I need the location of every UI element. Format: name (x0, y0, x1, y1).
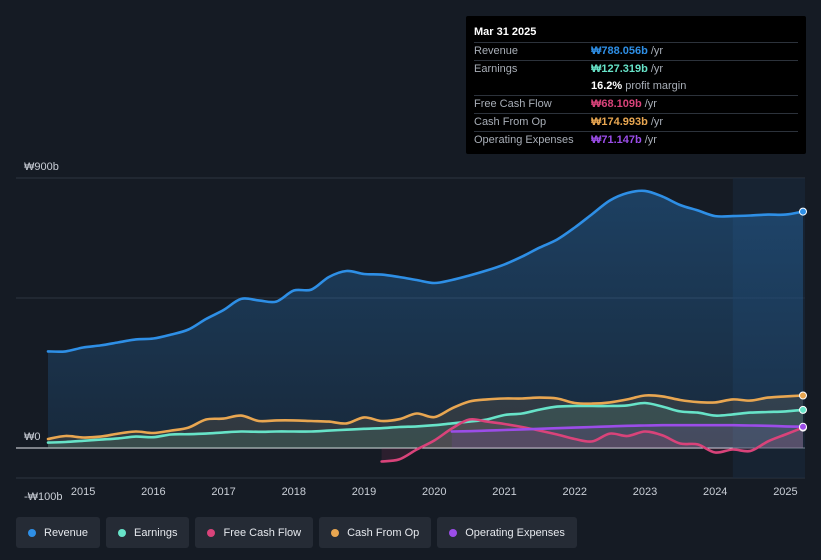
x-tick-label: 2023 (633, 486, 657, 498)
series-end-dots (799, 207, 807, 432)
tooltip-row-unit: /yr (650, 45, 664, 57)
tooltip-date: Mar 31 2025 (474, 26, 537, 38)
legend-item-operating-expenses[interactable]: Operating Expenses (437, 517, 577, 548)
tooltip-row-unit: /yr (644, 98, 657, 110)
area-revenue (48, 190, 803, 448)
line-free-cash-flow (380, 417, 805, 463)
x-tick-label: 2019 (352, 486, 376, 498)
series-lines (46, 189, 805, 463)
x-tick-label: 2016 (141, 486, 165, 498)
legend-dot-icon (331, 528, 340, 537)
legend-dot-icon (118, 528, 127, 537)
tooltip-row-label: Earnings (474, 63, 518, 75)
x-tick-label: 2020 (422, 486, 446, 498)
x-axis: 2015 2016 2017 2018 2019 2020 2021 2022 2023 2024… (71, 486, 798, 498)
tooltip-row-label (474, 78, 591, 95)
tooltip-panel: Mar 31 2025 Revenue ₩788.056b/yr Earnings ₩… (466, 16, 806, 154)
x-tick-label: 2017 (211, 486, 235, 498)
tooltip-row-value: ₩68.109b (591, 98, 642, 110)
x-tick-label: 2022 (563, 486, 587, 498)
tooltip-row: 16.2% profit margin (474, 78, 798, 95)
end-dot-operating-expenses (799, 422, 807, 431)
line-earnings (46, 401, 805, 444)
tooltip-row-label: Cash From Op (474, 116, 547, 128)
legend-dot-icon (28, 528, 36, 537)
line-revenue (46, 189, 805, 353)
x-tick-label: 2021 (492, 486, 516, 498)
tooltip-row: Revenue ₩788.056b/yr (474, 42, 798, 60)
legend-label: Revenue (44, 526, 89, 539)
series-areas (48, 190, 803, 462)
legend-label: Operating Expenses (465, 526, 565, 539)
end-dot-revenue (799, 207, 807, 216)
legend-dot-icon (207, 528, 216, 537)
legend-label: Cash From Op (347, 526, 420, 539)
legend-dot-icon (449, 528, 458, 537)
tooltip-row-unit: /yr (644, 134, 657, 146)
line-cash-from-op (46, 394, 805, 441)
tooltip-row-value: ₩127.319b (591, 63, 648, 75)
legend-label: Earnings (134, 526, 178, 539)
tooltip-row-unit: /yr (650, 116, 664, 128)
tooltip-row-label: Free Cash Flow (474, 98, 552, 110)
tooltip-row-unit: profit margin (625, 80, 687, 92)
y-tick-label: ₩0 (24, 431, 41, 443)
x-tick-label: 2024 (703, 486, 727, 498)
tooltip-row-value: 16.2% (591, 80, 623, 92)
tooltip-row-value: ₩174.993b (591, 116, 648, 128)
x-tick-label: 2015 (71, 486, 95, 498)
tooltip-row: Free Cash Flow ₩68.109b/yr (474, 95, 798, 113)
tooltip-row-label: Revenue (474, 45, 519, 57)
x-tick-label: 2025 (773, 486, 797, 498)
tooltip-row-value: ₩788.056b (591, 45, 648, 57)
y-axis: ₩900b ₩0 -₩100b (24, 161, 63, 503)
tooltip-row-unit: /yr (650, 63, 664, 75)
y-tick-label: ₩900b (24, 161, 59, 173)
line-operating-expenses (450, 423, 805, 433)
legend-item-earnings[interactable]: Earnings (106, 517, 190, 548)
x-tick-label: 2018 (282, 486, 306, 498)
chart-canvas: ₩900b₩0-₩100b 2015 2016 2017 2018 2019 2020 20… (16, 161, 807, 503)
end-dot-cash-from-op (799, 391, 807, 400)
area-earnings (48, 402, 803, 448)
legend-item-cash-from-op[interactable]: Cash From Op (319, 517, 432, 548)
legend-item-revenue[interactable]: Revenue (16, 517, 101, 548)
tooltip-row-value: ₩71.147b (591, 134, 642, 146)
tooltip-row: Cash From Op ₩174.993b/yr (474, 113, 798, 131)
legend-item-free-cash-flow[interactable]: Free Cash Flow (195, 517, 314, 548)
tooltip-row-label: Operating Expenses (474, 134, 574, 146)
legend-label: Free Cash Flow (223, 526, 302, 539)
y-tick-label: -₩100b (24, 491, 63, 503)
tooltip-row: Operating Expenses ₩71.147b/yr (474, 131, 798, 149)
legend: Revenue Earnings Free Cash Flow Cash From O… (16, 517, 577, 548)
tooltip-row: Earnings ₩127.319b/yr (474, 60, 798, 78)
end-dot-earnings (799, 405, 807, 414)
